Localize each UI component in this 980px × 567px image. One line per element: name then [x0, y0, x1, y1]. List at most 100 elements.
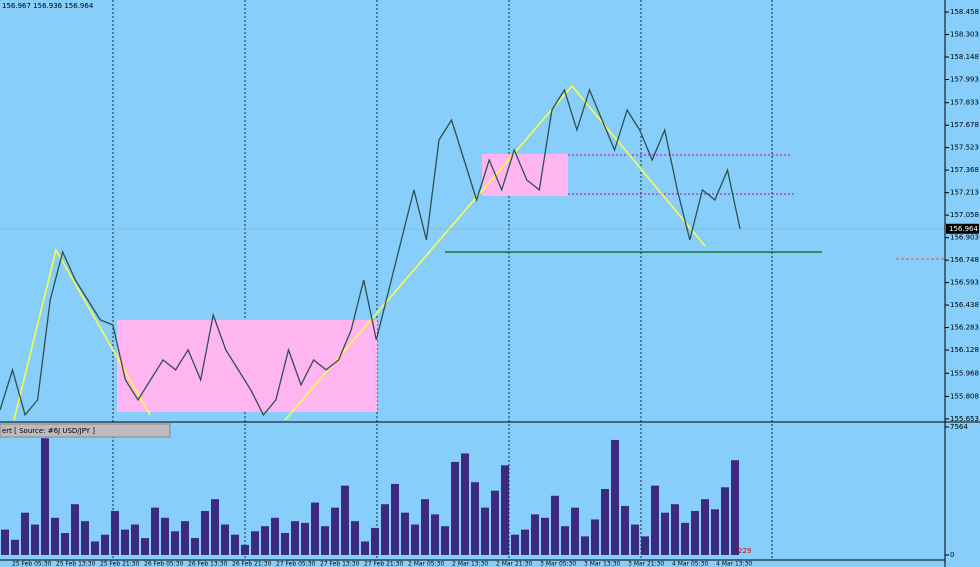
volume-bar	[631, 524, 639, 555]
y-tick-label: 156.903	[950, 234, 979, 242]
volume-bar	[451, 461, 459, 555]
volume-bar	[271, 517, 279, 555]
y-tick-label: 156.283	[950, 324, 979, 332]
volume-bar	[141, 538, 149, 555]
x-tick-label: 26 Feb 05:30	[144, 561, 184, 567]
volume-bar	[401, 512, 409, 555]
x-tick-label: 25 Feb 05:30	[12, 561, 52, 567]
volume-bar	[171, 531, 179, 555]
volume-bar	[511, 534, 519, 555]
volume-bar	[531, 514, 539, 555]
volume-bar	[191, 538, 199, 555]
x-tick-label: 3 Mar 05:30	[540, 561, 576, 567]
volume-bar	[601, 489, 609, 555]
y-tick-label: 155.808	[950, 392, 979, 400]
volume-bar	[621, 505, 629, 555]
volume-bar	[211, 499, 219, 555]
volume-bar	[121, 529, 129, 555]
x-tick-label: 2 Mar 21:30	[496, 561, 532, 567]
y-tick-label: 155.653	[950, 415, 979, 423]
volume-bar	[731, 460, 739, 555]
volume-bar	[641, 536, 649, 555]
x-tick-label: 27 Feb 21:30	[364, 561, 404, 567]
volume-bar	[491, 490, 499, 555]
volume-bar	[131, 524, 139, 555]
volume-bar	[691, 511, 699, 555]
volume-bar	[661, 512, 669, 555]
volume-bar	[281, 533, 289, 555]
volume-bar	[41, 438, 49, 555]
volume-bar	[411, 524, 419, 555]
volume-bar	[201, 511, 209, 555]
volume-bar	[711, 509, 719, 555]
x-tick-label: 2 Mar 05:30	[408, 561, 444, 567]
volume-bar	[431, 514, 439, 555]
volume-bar	[611, 439, 619, 555]
volume-bar	[61, 533, 69, 555]
volume-bar	[331, 507, 339, 555]
volume-bar	[581, 536, 589, 555]
x-tick-label: 25 Feb 21:30	[100, 561, 140, 567]
volume-bar	[21, 512, 29, 555]
volume-bar	[221, 524, 229, 555]
x-tick-label: 27 Feb 05:30	[276, 561, 316, 567]
x-tick-label: 26 Feb 21:30	[232, 561, 272, 567]
volume-bar	[701, 499, 709, 555]
volume-bar	[91, 541, 99, 555]
y-tick-label: 158.148	[950, 53, 979, 61]
volume-bar	[501, 465, 509, 555]
volume-bar	[541, 517, 549, 555]
x-tick-label: 26 Feb 13:30	[188, 561, 228, 567]
y-tick-label: 156.748	[950, 256, 979, 264]
zigzag	[13, 84, 706, 421]
x-tick-label: 2 Mar 13:30	[452, 561, 488, 567]
indicator-label-box	[0, 423, 171, 438]
volume-bar	[291, 521, 299, 555]
volume-bar	[31, 524, 39, 555]
x-tick-label: 4 Mar 05:30	[672, 561, 708, 567]
y-tick-label: 157.213	[950, 189, 979, 197]
volume-bar	[321, 526, 329, 555]
volume-bar	[181, 521, 189, 555]
volume-bar	[351, 521, 359, 555]
volume-bar	[71, 504, 79, 555]
volume-bar	[481, 507, 489, 555]
y-tick-label: 0	[950, 551, 954, 559]
y-tick-label: 7564	[950, 423, 968, 431]
volume-bar	[261, 526, 269, 555]
volume-bar	[441, 526, 449, 555]
volume-bar	[681, 522, 689, 555]
volume-bar	[241, 544, 249, 555]
volume-bar	[381, 504, 389, 555]
separators	[112, 0, 773, 560]
volume-bar	[361, 541, 369, 555]
price-line	[0, 88, 741, 417]
y-tick-label: 157.678	[950, 121, 979, 129]
x-tick-label: 27 Feb 13:30	[320, 561, 360, 567]
plot: 158.458 158.303 158.148 157.993 157.833 157.6…	[0, 8, 979, 567]
range-box	[117, 320, 377, 412]
volume-bar	[111, 511, 119, 555]
volume-bar	[51, 517, 59, 555]
volume-bar	[251, 531, 259, 555]
x-tick-label: 4 Mar 13:30	[716, 561, 752, 567]
x-tick-label: 3 Mar 13:30	[584, 561, 620, 567]
y-tick-label: 157.058	[950, 211, 979, 219]
y-tick-label: 156.128	[950, 346, 979, 354]
volume-bar	[151, 507, 159, 555]
volume-bar	[471, 482, 479, 555]
volume-bar	[81, 521, 89, 555]
volume-bar	[371, 527, 379, 555]
x-tick-label: 25 Feb 13:30	[56, 561, 96, 567]
volume-last: 229	[738, 547, 751, 555]
volume-bar	[231, 534, 239, 555]
volume-bar	[1, 529, 9, 555]
y-tick-label: 157.368	[950, 166, 979, 174]
volume-bar	[571, 507, 579, 555]
volume-bar	[391, 483, 399, 555]
price-tag	[946, 223, 979, 234]
y-tick-label: 157.523	[950, 144, 979, 152]
